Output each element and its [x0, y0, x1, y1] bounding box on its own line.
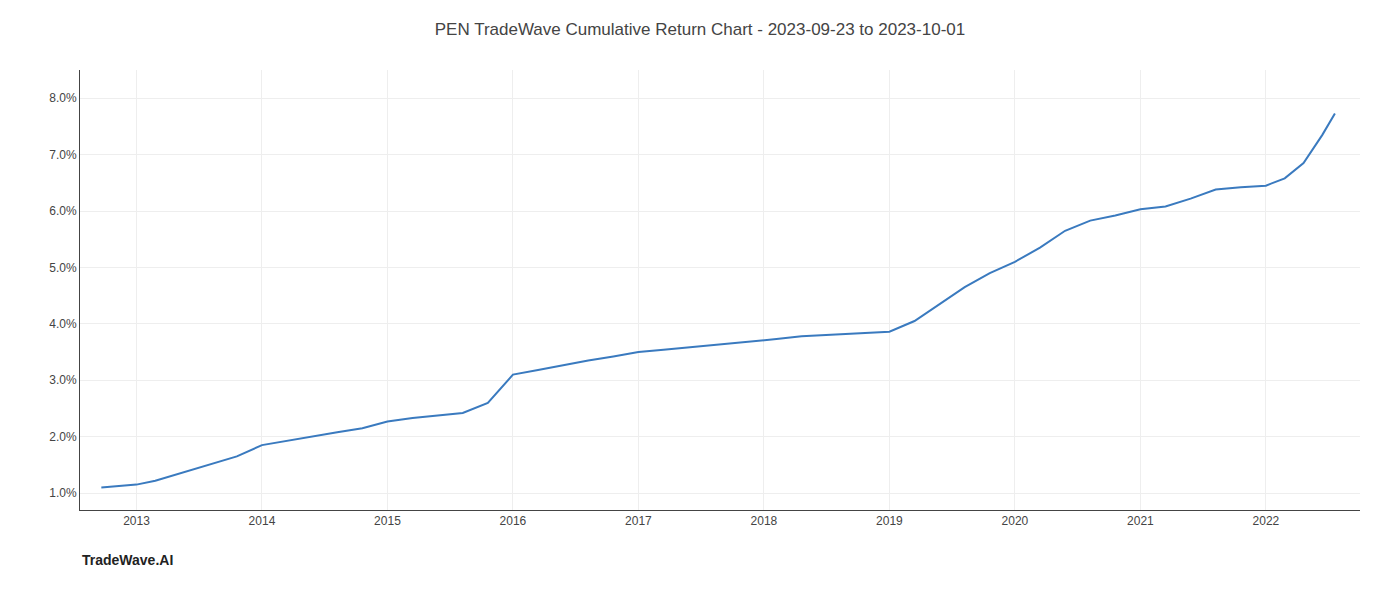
svg-text:6.0%: 6.0% — [49, 204, 77, 218]
svg-text:2013: 2013 — [123, 514, 150, 528]
svg-text:4.0%: 4.0% — [49, 317, 77, 331]
svg-text:2016: 2016 — [500, 514, 527, 528]
svg-text:2.0%: 2.0% — [49, 430, 77, 444]
svg-text:2020: 2020 — [1002, 514, 1029, 528]
svg-text:2021: 2021 — [1127, 514, 1154, 528]
svg-text:PEN TradeWave Cumulative Retur: PEN TradeWave Cumulative Return Chart - … — [435, 20, 965, 39]
svg-text:2015: 2015 — [374, 514, 401, 528]
svg-text:5.0%: 5.0% — [49, 261, 77, 275]
svg-text:7.0%: 7.0% — [49, 148, 77, 162]
svg-text:2017: 2017 — [625, 514, 652, 528]
svg-text:2019: 2019 — [876, 514, 903, 528]
svg-text:1.0%: 1.0% — [49, 486, 77, 500]
svg-text:2022: 2022 — [1253, 514, 1280, 528]
svg-text:8.0%: 8.0% — [49, 91, 77, 105]
svg-text:2018: 2018 — [751, 514, 778, 528]
svg-text:3.0%: 3.0% — [49, 373, 77, 387]
svg-text:2014: 2014 — [249, 514, 276, 528]
svg-text:TradeWave.AI: TradeWave.AI — [82, 552, 173, 568]
